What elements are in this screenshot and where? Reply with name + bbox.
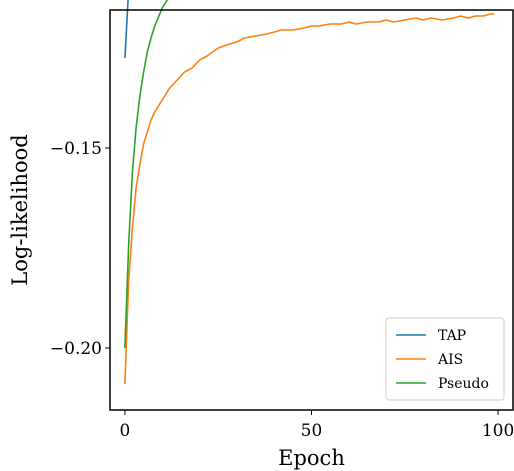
legend-label-pseudo: Pseudo [438, 376, 489, 392]
y-axis-label: Log-likelihood [8, 134, 32, 285]
series-line-pseudo [124, 0, 169, 349]
series-layer [124, 0, 495, 385]
legend-box [385, 317, 505, 401]
y-tick-label: −0.20 [50, 339, 102, 359]
series-line-ais [124, 13, 495, 385]
legend: TAP AIS Pseudo [385, 317, 505, 401]
x-tick-label: 100 [482, 421, 514, 441]
legend-label-tap: TAP [438, 328, 466, 344]
x-tick-label: 0 [120, 421, 131, 441]
x-axis-label: Epoch [278, 446, 345, 470]
y-tick-label: −0.15 [50, 139, 102, 159]
legend-label-ais: AIS [437, 352, 463, 368]
plot-frame [109, 9, 514, 411]
x-tick-label: 50 [301, 421, 323, 441]
